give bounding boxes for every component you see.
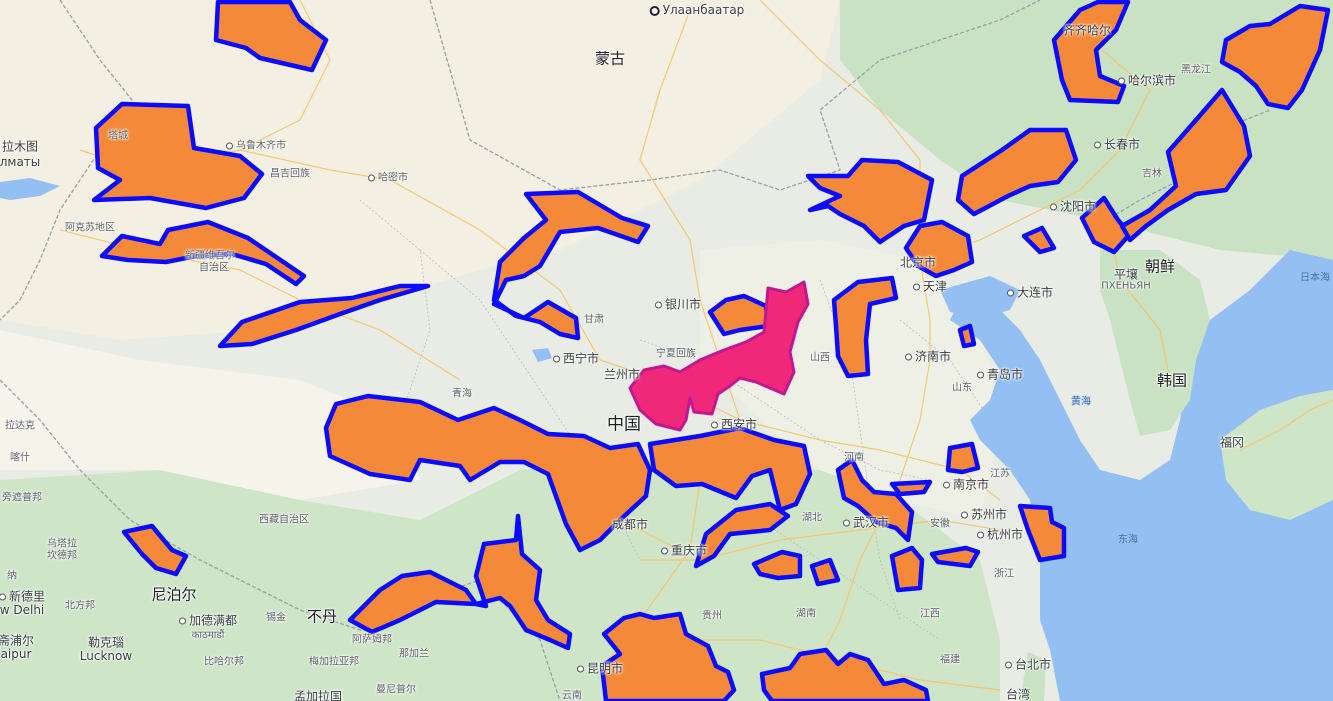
forest-area	[840, 0, 1333, 260]
region-polygon[interactable]	[1219, 3, 1331, 111]
region-polygon[interactable]	[217, 283, 431, 349]
region-polygon[interactable]	[751, 549, 803, 581]
region-polygon[interactable]	[323, 393, 653, 553]
region-polygon[interactable]	[835, 457, 915, 543]
lake-qinghai	[532, 348, 552, 362]
region-polygon[interactable]	[1021, 225, 1057, 255]
region-polygon[interactable]	[213, 0, 329, 73]
region-polygon[interactable]	[491, 189, 651, 341]
region-polygon[interactable]	[99, 219, 307, 287]
region-polygon[interactable]	[1051, 0, 1131, 105]
region-polygon[interactable]	[945, 441, 981, 475]
region-polygon[interactable]	[121, 523, 189, 577]
region-polygon[interactable]	[805, 157, 935, 245]
highlighted-region[interactable]	[628, 280, 810, 432]
lake-balkhash	[0, 178, 60, 200]
region-polygon[interactable]	[1017, 503, 1067, 563]
region-polygon[interactable]	[929, 545, 981, 569]
bohai-sea	[940, 276, 1020, 318]
region-polygon[interactable]	[599, 611, 737, 701]
region-polygon[interactable]	[91, 101, 265, 211]
region-polygon[interactable]	[347, 513, 573, 651]
region-polygon[interactable]	[889, 479, 933, 497]
region-polygon[interactable]	[955, 127, 1079, 217]
region-polygon[interactable]	[1119, 87, 1253, 243]
region-polygon[interactable]	[831, 275, 899, 379]
region-polygon[interactable]	[707, 293, 771, 337]
region-polygon[interactable]	[957, 323, 977, 349]
region-polygon[interactable]	[889, 545, 925, 593]
region-polygon[interactable]	[647, 425, 813, 513]
region-polygon[interactable]	[809, 557, 841, 587]
region-polygon[interactable]	[903, 219, 975, 279]
plateau-area	[0, 330, 420, 500]
taiwan-land	[1020, 652, 1046, 701]
japan-land	[1220, 390, 1333, 520]
korea-land	[1100, 250, 1210, 436]
region-polygon[interactable]	[693, 501, 791, 569]
region-polygon[interactable]	[759, 647, 931, 701]
sea-area	[950, 250, 1333, 701]
